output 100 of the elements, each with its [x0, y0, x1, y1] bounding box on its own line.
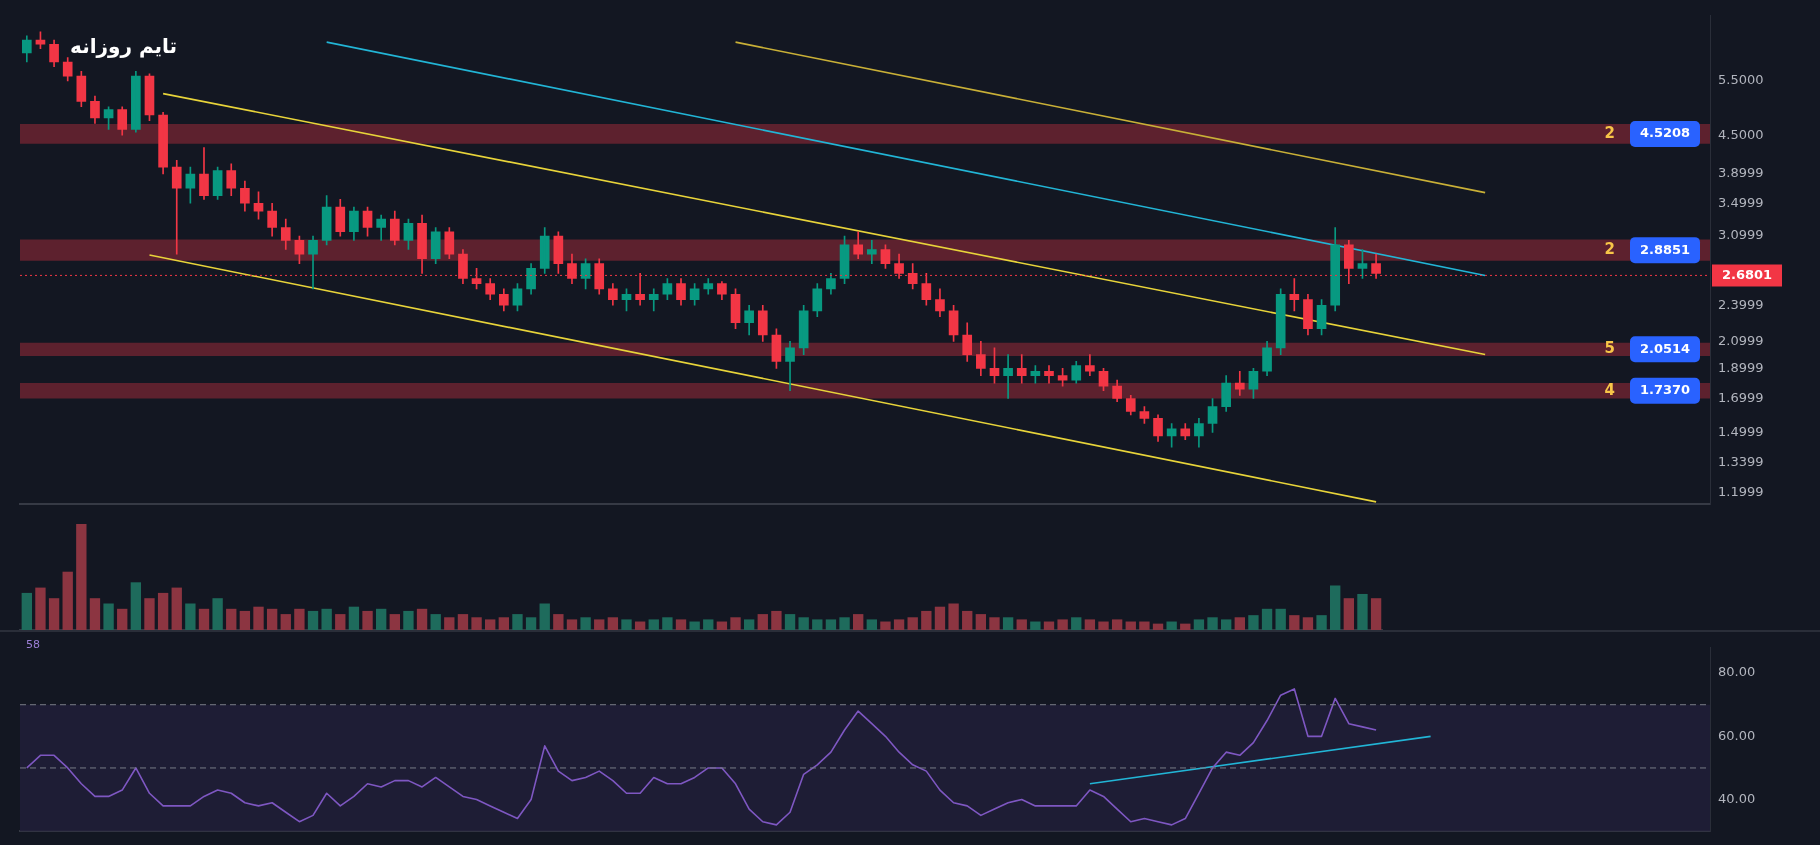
bar	[839, 617, 850, 630]
bar	[348, 606, 360, 630]
annotation: 58	[26, 638, 40, 651]
bar	[934, 606, 946, 630]
bar	[566, 619, 578, 630]
bar	[675, 619, 687, 630]
bar	[703, 619, 714, 630]
bar	[948, 603, 959, 630]
bar	[553, 614, 564, 630]
bar	[321, 608, 332, 630]
bar	[1002, 617, 1014, 630]
bar	[1139, 621, 1150, 630]
bar	[171, 587, 182, 630]
candlestick	[1085, 354, 1095, 376]
bar	[812, 619, 823, 630]
bar	[784, 614, 796, 630]
bar	[362, 610, 373, 630]
bar	[1084, 619, 1096, 630]
bar	[1057, 619, 1068, 630]
bar	[975, 614, 987, 630]
bar	[1261, 608, 1273, 630]
bar	[1166, 621, 1177, 630]
bar	[1125, 621, 1136, 630]
bar	[634, 621, 646, 630]
y-tick-label: 1.3399	[1718, 454, 1764, 470]
bar	[444, 617, 455, 630]
bar	[21, 592, 32, 630]
bar	[1111, 619, 1123, 630]
bar	[1207, 617, 1218, 630]
bar	[1357, 593, 1368, 630]
y-tick-label: 3.0999	[1718, 227, 1764, 243]
bar	[907, 617, 918, 630]
y-tick-label: 5.5000	[1718, 72, 1764, 88]
bar	[962, 610, 973, 630]
bar	[130, 582, 142, 630]
bar	[989, 617, 1000, 630]
bar	[253, 606, 264, 630]
bar	[280, 614, 291, 630]
bar	[716, 621, 728, 630]
bar	[594, 619, 605, 630]
bar	[689, 621, 700, 630]
bar	[1098, 621, 1109, 630]
bar	[1248, 615, 1259, 630]
bar	[580, 617, 591, 630]
annotation: 5	[1604, 339, 1615, 358]
bar	[1289, 615, 1300, 630]
bar	[1193, 619, 1205, 630]
bar	[853, 614, 864, 630]
annotation: 2	[1604, 123, 1615, 142]
bar	[103, 603, 114, 630]
bar	[35, 587, 46, 630]
y-tick-label: 1.6999	[1718, 389, 1764, 405]
bar	[403, 610, 414, 630]
bar	[335, 614, 346, 630]
bar	[430, 614, 441, 630]
ref-line-label: 2.6801	[1721, 266, 1773, 282]
bar	[1030, 621, 1041, 630]
annotation: 2	[1604, 240, 1615, 259]
bar	[1180, 623, 1191, 630]
bar	[662, 617, 673, 630]
bar	[621, 619, 632, 630]
bar	[730, 617, 741, 630]
y-tick-label: 2.3999	[1718, 296, 1764, 312]
bar	[1071, 617, 1082, 630]
y-tick-label: 3.4999	[1718, 194, 1764, 210]
bar	[1152, 623, 1164, 630]
bar	[771, 610, 782, 630]
text: تایم روزانه	[70, 34, 178, 58]
bar	[226, 608, 237, 630]
bar	[212, 598, 223, 630]
bar	[485, 619, 496, 630]
y-tick-label: 1.8999	[1718, 359, 1764, 375]
bar	[471, 617, 482, 630]
bar	[239, 610, 251, 630]
bar	[743, 619, 755, 630]
bar	[1234, 617, 1245, 630]
bar	[607, 617, 619, 630]
bar	[457, 614, 469, 630]
y-tick-label: 2.0999	[1718, 332, 1764, 348]
bar	[117, 608, 128, 630]
bar	[157, 592, 169, 630]
band-label: 2.8851	[1639, 241, 1691, 257]
bar	[498, 617, 510, 630]
bar	[48, 598, 60, 630]
bar	[89, 598, 101, 630]
band-label: 1.7370	[1639, 382, 1691, 398]
bar	[1016, 619, 1027, 630]
bar	[62, 571, 73, 630]
bar	[512, 614, 523, 630]
bar	[825, 619, 837, 630]
y-tick-label: 1.4999	[1718, 423, 1764, 439]
bar	[880, 621, 891, 630]
bar	[648, 619, 659, 630]
bar	[539, 603, 550, 630]
y-tick-label: 3.8999	[1718, 165, 1764, 181]
bar	[307, 610, 319, 630]
band-label: 4.5208	[1639, 125, 1691, 141]
bar	[389, 614, 400, 630]
y-tick-label: 80.00	[1718, 664, 1756, 680]
annotation: 4	[1604, 380, 1615, 399]
